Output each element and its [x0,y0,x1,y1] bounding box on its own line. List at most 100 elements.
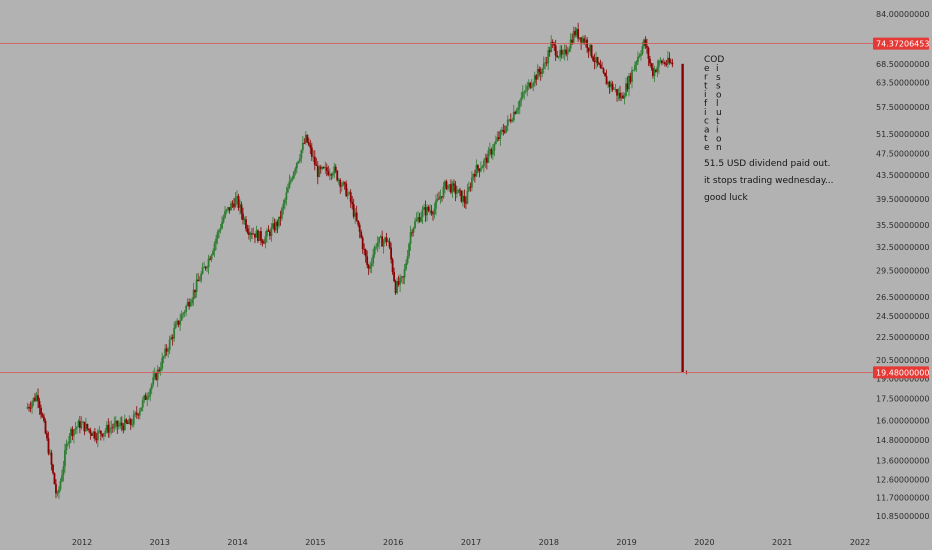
candle-body [626,83,629,90]
candle-body [186,301,189,307]
candle-body [652,68,654,76]
candle-body [394,281,397,294]
candle-body [578,37,581,39]
candle-body [150,384,153,390]
y-tick-label: 63.50000000 [876,78,929,87]
candle-body [656,66,659,72]
candle-body [379,236,382,238]
price-tag[interactable] [873,37,929,50]
candle-body [298,158,301,162]
candle-body [637,56,639,62]
candle-body [456,192,458,194]
candle-body [110,427,113,429]
candle-body [625,83,627,97]
candle-body [527,82,530,86]
candle-body [629,75,632,82]
candle-body [243,219,246,221]
candle-body [595,57,597,63]
candle-body [587,47,590,52]
candle-body [373,246,376,255]
candle-body [472,173,475,178]
candle-body [457,189,460,193]
candle-body [129,419,132,426]
candle-body [364,249,367,257]
candle-body [105,424,108,431]
candle-body [224,211,226,218]
candle-body [529,82,532,88]
candle-body [499,130,502,139]
candle-body [500,129,503,131]
candle-body [355,212,358,221]
candle-body [215,238,217,244]
candle-body [116,420,119,427]
candle-body [506,119,509,126]
candle-body [598,63,600,65]
candle-body [263,242,265,244]
candle-body [638,55,641,57]
candle-body [138,411,141,416]
candle-body [632,69,635,71]
candle-body [385,237,388,243]
candle-body [357,220,360,225]
candle-body [436,198,439,201]
candle-body [111,427,114,429]
candle-body [557,56,560,58]
candle-body [493,143,496,151]
candle-body [236,196,238,198]
candle-body [222,217,225,223]
y-tick-label: 39.50000000 [876,195,929,204]
candle-body [619,92,621,99]
vertical-annotation-letter: i [716,64,719,74]
candle-body [168,339,171,351]
candle-body [254,233,256,238]
candle-body [242,213,244,221]
candle-body [409,232,412,244]
candle-body [515,110,518,114]
candle-body [444,181,446,187]
candle-body [439,196,442,199]
candle-body [264,236,267,244]
candle-body [644,39,647,46]
candle-body [584,39,587,43]
candle-body [497,137,500,139]
candle-body [266,230,268,237]
y-tick-label: 35.50000000 [876,221,929,230]
candle-body [617,92,620,96]
candle-body [158,369,161,372]
y-tick-label: 20.50000000 [876,356,929,365]
candle-body [306,134,309,143]
candle-body [289,179,292,182]
candle-body [96,431,99,441]
candle-body [297,161,300,163]
vertical-annotation-letter: t [716,117,720,127]
candle-body [430,210,433,214]
time-axis[interactable]: 2012 2013 2014 2015 2016 2017 2018 2019 2020 2021… [72,538,870,547]
candle-body [95,438,98,441]
candle-body [478,168,481,172]
candle-body [556,55,559,58]
candle-body [67,443,69,445]
candle-body [415,219,418,222]
candle-body [334,166,337,171]
vertical-annotation-letter: i [704,90,707,100]
candle-body [473,173,476,177]
x-tick-label: 2016 [383,538,403,547]
vertical-annotation-letter: u [716,108,722,118]
candle-body [511,120,514,122]
candle-body [592,56,594,61]
candle-body [466,190,469,204]
y-tick-label: 13.60000000 [876,457,929,466]
vertical-annotation-letter: i [716,126,719,136]
candle-body [532,83,535,86]
candle-body [376,242,379,247]
price-tag[interactable] [873,366,929,379]
candle-body [333,166,336,175]
price-axis[interactable]: 84.00000000 68.50000000 63.50000000 57.5000… [873,10,929,521]
candle-body [277,216,280,227]
candle-body [435,200,437,209]
candle-body [227,207,229,210]
candle-body [68,435,71,444]
candle-body [574,31,577,36]
candle-body [509,119,512,122]
candle-body [339,179,342,187]
